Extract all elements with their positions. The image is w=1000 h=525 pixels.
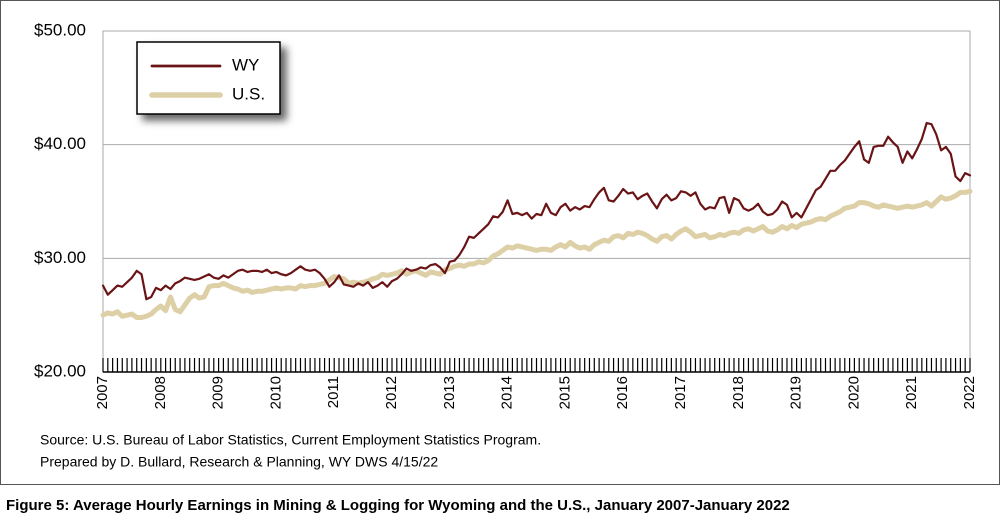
x-tick-label: 2016 bbox=[614, 376, 631, 409]
x-tick-label: 2011 bbox=[325, 376, 342, 408]
y-tick-label: $30.00 bbox=[34, 248, 86, 267]
x-tick-label: 2008 bbox=[152, 376, 169, 409]
figure-caption: Figure 5: Average Hourly Earnings in Min… bbox=[6, 497, 790, 514]
source-note: Source: U.S. Bureau of Labor Statistics,… bbox=[40, 432, 541, 448]
y-tick-label: $20.00 bbox=[34, 361, 86, 380]
x-tick-label: 2018 bbox=[730, 376, 747, 409]
x-tick-label: 2009 bbox=[210, 376, 227, 409]
y-tick-label: $50.00 bbox=[34, 20, 86, 39]
x-tick-label: 2010 bbox=[267, 376, 284, 409]
legend-label: WY bbox=[232, 55, 259, 74]
x-tick-label: 2015 bbox=[556, 376, 573, 409]
legend: WY U.S. bbox=[136, 41, 281, 115]
x-tick-label: 2021 bbox=[903, 376, 920, 409]
x-tick-label: 2020 bbox=[845, 376, 862, 409]
source-note: Prepared by D. Bullard, Research & Plann… bbox=[40, 454, 438, 470]
x-tick-label: 2013 bbox=[441, 376, 458, 409]
x-tick-label: 2012 bbox=[383, 376, 400, 409]
y-tick-label: $40.00 bbox=[34, 134, 86, 153]
series-line bbox=[101, 121, 972, 301]
x-tick-label: 2007 bbox=[94, 376, 111, 409]
x-tick-label: 2014 bbox=[499, 376, 516, 409]
x-tick-label: 2022 bbox=[961, 376, 978, 409]
legend-box bbox=[136, 41, 281, 115]
x-tick-label: 2017 bbox=[672, 376, 689, 409]
x-tick-label: 2019 bbox=[788, 376, 805, 409]
plot bbox=[100, 30, 973, 373]
legend-label: U.S. bbox=[232, 84, 265, 103]
series-line bbox=[100, 188, 973, 320]
